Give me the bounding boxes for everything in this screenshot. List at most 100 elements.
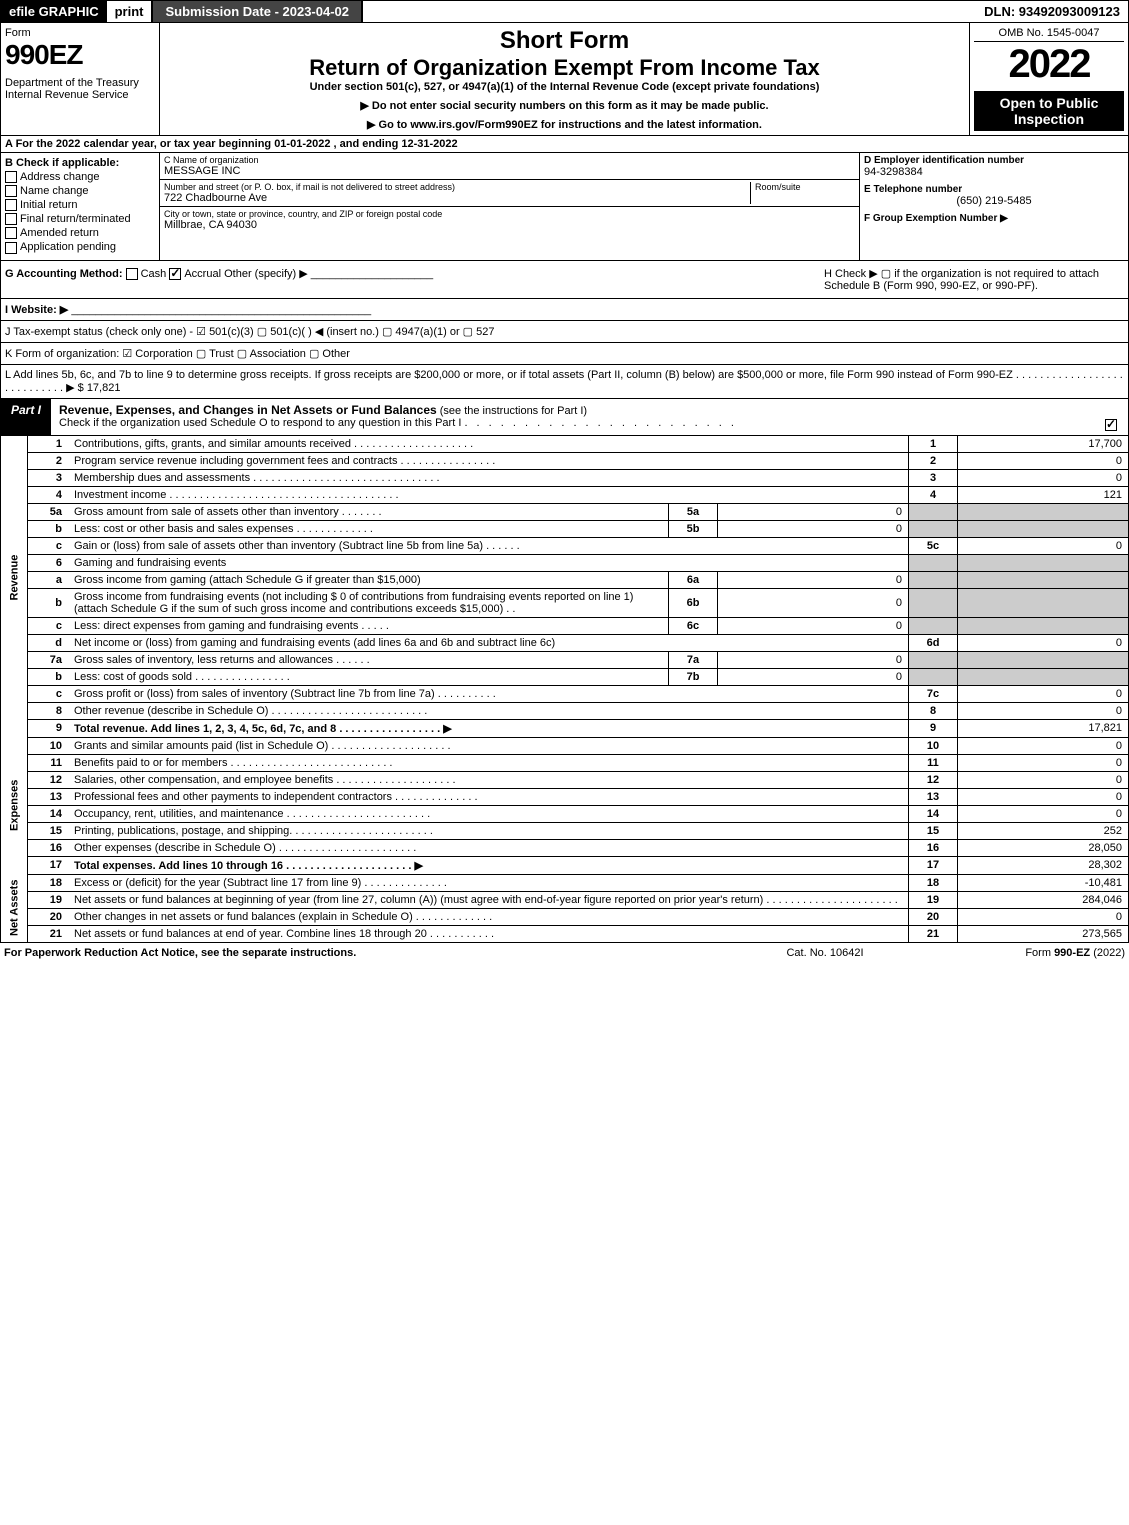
chk-initial-lbl: Initial return [20, 199, 77, 211]
chk-name[interactable]: Name change [5, 185, 155, 197]
side-netassets: Net Assets [1, 874, 28, 942]
row-gh: G Accounting Method: Cash Accrual Other … [0, 261, 1129, 299]
group-lbl: F Group Exemption Number ▶ [864, 213, 1124, 224]
desc-5c: Gain or (loss) from sale of assets other… [70, 537, 909, 554]
desc-2: Program service revenue including govern… [70, 452, 909, 469]
ln-5a: 5a [28, 503, 71, 520]
chk-amended[interactable]: Amended return [5, 227, 155, 239]
row-5b: b Less: cost or other basis and sales ex… [1, 520, 1129, 537]
num-9: 9 [909, 719, 958, 737]
val-13: 0 [958, 788, 1129, 805]
row-16: 16 Other expenses (describe in Schedule … [1, 839, 1129, 856]
subval-7b: 0 [718, 668, 909, 685]
row-2: 2 Program service revenue including gove… [1, 452, 1129, 469]
ln-6d: d [28, 634, 71, 651]
chk-name-lbl: Name change [20, 185, 89, 197]
num-6c-shade [909, 617, 958, 634]
num-7c: 7c [909, 685, 958, 702]
dln-number: DLN: 93492093009123 [976, 1, 1128, 22]
note-link: ▶ Go to www.irs.gov/Form990EZ for instru… [164, 118, 965, 131]
form-word: Form [5, 27, 155, 39]
chk-accrual[interactable] [169, 268, 181, 280]
chk-pending[interactable]: Application pending [5, 241, 155, 253]
num-21: 21 [909, 925, 958, 942]
header-center: Short Form Return of Organization Exempt… [160, 23, 970, 135]
num-7a-shade [909, 651, 958, 668]
footer-right: Form 990-EZ (2022) [925, 947, 1125, 959]
desc-9: Total revenue. Add lines 1, 2, 3, 4, 5c,… [70, 719, 909, 737]
box-def: D Employer identification number 94-3298… [860, 153, 1128, 260]
num-2: 2 [909, 452, 958, 469]
graphic-text: GRAPHIC [39, 4, 99, 19]
sub-6b: 6b [669, 588, 718, 617]
row-7c: c Gross profit or (loss) from sales of i… [1, 685, 1129, 702]
chk-initial[interactable]: Initial return [5, 199, 155, 211]
subval-6a: 0 [718, 571, 909, 588]
val-10: 0 [958, 737, 1129, 754]
print-link[interactable]: print [107, 1, 152, 22]
desc-11: Benefits paid to or for members . . . . … [70, 754, 909, 771]
chk-cash[interactable] [126, 268, 138, 280]
side-revenue: Revenue [1, 436, 28, 720]
desc-7c: Gross profit or (loss) from sales of inv… [70, 685, 909, 702]
row-6b: b Gross income from fundraising events (… [1, 588, 1129, 617]
street-row: Number and street (or P. O. box, if mail… [160, 180, 859, 207]
omb-number: OMB No. 1545-0047 [974, 27, 1124, 42]
val-19: 284,046 [958, 891, 1129, 908]
row-1: Revenue 1 Contributions, gifts, grants, … [1, 436, 1129, 453]
city: Millbrae, CA 94030 [164, 219, 855, 231]
ln-6c: c [28, 617, 71, 634]
num-6b-shade [909, 588, 958, 617]
ln-20: 20 [28, 908, 71, 925]
note-ssn: ▶ Do not enter social security numbers o… [164, 99, 965, 112]
num-6d: 6d [909, 634, 958, 651]
tax-year: 2022 [974, 42, 1124, 87]
desc-14: Occupancy, rent, utilities, and maintena… [70, 805, 909, 822]
website-lbl: I Website: ▶ [5, 304, 68, 316]
ln-4: 4 [28, 486, 71, 503]
ln-16: 16 [28, 839, 71, 856]
val-7b-shade [958, 668, 1129, 685]
num-5c: 5c [909, 537, 958, 554]
num-1: 1 [909, 436, 958, 453]
part1-header: Part I Revenue, Expenses, and Changes in… [0, 399, 1129, 436]
desc-15: Printing, publications, postage, and shi… [70, 822, 909, 839]
ln-7b: b [28, 668, 71, 685]
val-14: 0 [958, 805, 1129, 822]
row-7b: b Less: cost of goods sold . . . . . . .… [1, 668, 1129, 685]
row-k: K Form of organization: ☑ Corporation ▢ … [0, 343, 1129, 365]
val-6-shade [958, 554, 1129, 571]
form-title: Return of Organization Exempt From Incom… [164, 55, 965, 81]
header-right: OMB No. 1545-0047 2022 Open to Public In… [970, 23, 1128, 135]
org-name-lbl: C Name of organization [164, 155, 855, 165]
top-bar: efile GRAPHIC print Submission Date - 20… [0, 0, 1129, 23]
desc-9-text: Total revenue. Add lines 1, 2, 3, 4, 5c,… [74, 723, 452, 735]
sub-7b: 7b [669, 668, 718, 685]
chk-final-lbl: Final return/terminated [20, 213, 131, 225]
part1-checkbox[interactable] [1105, 419, 1117, 431]
row-8: 8 Other revenue (describe in Schedule O)… [1, 702, 1129, 719]
part1-title: Revenue, Expenses, and Changes in Net As… [51, 399, 1128, 435]
line-a: A For the 2022 calendar year, or tax yea… [0, 136, 1129, 153]
ln-3: 3 [28, 469, 71, 486]
val-15: 252 [958, 822, 1129, 839]
part1-tab: Part I [1, 399, 51, 435]
chk-final[interactable]: Final return/terminated [5, 213, 155, 225]
footer-left: For Paperwork Reduction Act Notice, see … [4, 947, 725, 959]
chk-address[interactable]: Address change [5, 171, 155, 183]
row-l: L Add lines 5b, 6c, and 7b to line 9 to … [0, 365, 1129, 399]
val-6b-shade [958, 588, 1129, 617]
num-4: 4 [909, 486, 958, 503]
desc-17-text: Total expenses. Add lines 10 through 16 … [74, 860, 423, 872]
row-20: 20 Other changes in net assets or fund b… [1, 908, 1129, 925]
row-j: J Tax-exempt status (check only one) - ☑… [0, 321, 1129, 343]
val-5b-shade [958, 520, 1129, 537]
other-lbl: Other (specify) ▶ [224, 268, 308, 280]
val-8: 0 [958, 702, 1129, 719]
val-4: 121 [958, 486, 1129, 503]
ln-15: 15 [28, 822, 71, 839]
val-7a-shade [958, 651, 1129, 668]
num-5b-shade [909, 520, 958, 537]
ln-19: 19 [28, 891, 71, 908]
open-inspection: Open to Public Inspection [974, 91, 1124, 131]
